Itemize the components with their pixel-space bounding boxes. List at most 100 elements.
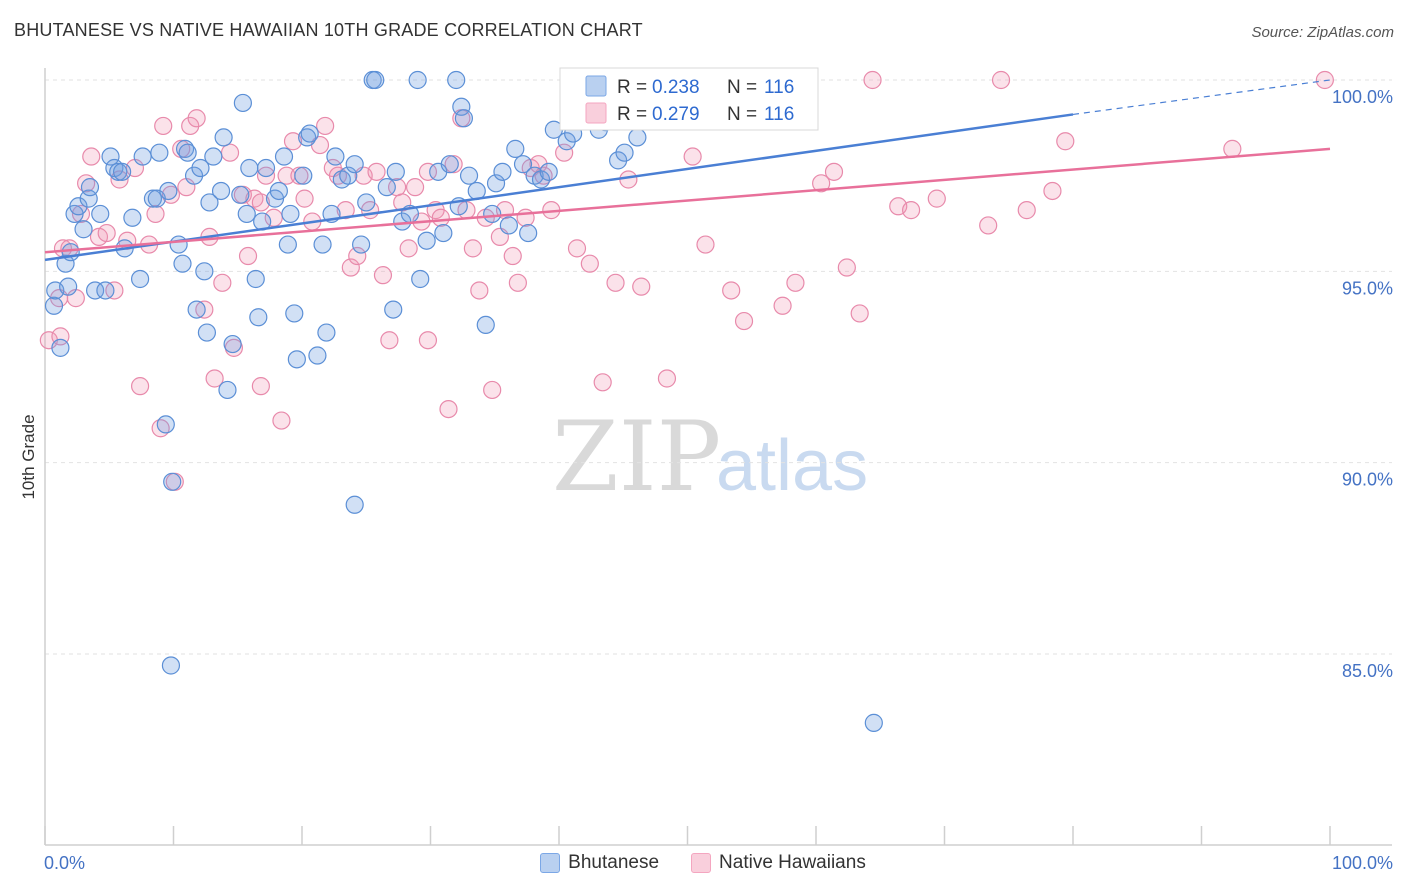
- data-point-bhutanese: [285, 304, 304, 323]
- data-point-native-hawaiians: [367, 162, 386, 181]
- legend-n-label: N =: [727, 104, 757, 125]
- data-point-bhutanese: [80, 178, 100, 197]
- data-point-bhutanese: [357, 193, 376, 212]
- data-point-bhutanese: [163, 472, 182, 491]
- data-point-bhutanese: [417, 231, 436, 250]
- y-tick-labels: 100.0% 95.0% 90.0% 85.0%: [1332, 87, 1393, 681]
- data-point-native-hawaiians: [722, 281, 741, 300]
- axes: [44, 68, 1392, 846]
- data-point-native-hawaiians: [380, 331, 399, 350]
- source-label: Source: ZipAtlas.com: [1251, 24, 1394, 41]
- data-point-bhutanese: [96, 281, 115, 300]
- data-point-native-hawaiians: [901, 201, 921, 220]
- data-point-bhutanese: [531, 170, 551, 189]
- data-point-native-hawaiians: [683, 147, 702, 166]
- data-point-bhutanese: [408, 70, 427, 90]
- data-point-native-hawaiians: [593, 373, 612, 392]
- series-legend: Bhutanese Native Hawaiians: [0, 852, 1406, 874]
- data-point-native-hawaiians: [463, 239, 483, 258]
- data-point-bhutanese: [237, 204, 256, 224]
- data-point-native-hawaiians: [220, 143, 240, 162]
- data-point-bhutanese: [317, 323, 336, 342]
- data-point-native-hawaiians: [256, 166, 276, 185]
- legend-label-bhutanese: Bhutanese: [568, 852, 660, 873]
- x-tick-label-left: 0.0%: [44, 853, 85, 873]
- data-point-bhutanese: [326, 147, 345, 166]
- data-point-bhutanese: [287, 350, 306, 369]
- data-point-native-hawaiians: [991, 70, 1011, 90]
- data-point-bhutanese: [506, 139, 525, 158]
- data-point-native-hawaiians: [516, 208, 535, 227]
- data-point-native-hawaiians: [205, 369, 224, 388]
- data-point-bhutanese: [233, 93, 252, 113]
- data-point-native-hawaiians: [405, 178, 425, 197]
- data-point-bhutanese: [246, 269, 265, 289]
- chart-title: BHUTANESE VS NATIVE HAWAIIAN 10TH GRADE …: [14, 20, 643, 40]
- legend-swatch-native-hawaiians: [585, 102, 607, 124]
- data-point-native-hawaiians: [529, 155, 548, 174]
- data-point-bhutanese: [240, 158, 259, 178]
- data-point-bhutanese: [269, 181, 288, 201]
- data-point-bhutanese: [294, 166, 313, 185]
- data-point-native-hawaiians: [503, 246, 522, 266]
- data-point-bhutanese: [223, 334, 242, 354]
- data-point-native-hawaiians: [82, 147, 101, 166]
- y-axis-label: 10th Grade: [19, 414, 38, 499]
- legend-item-bhutanese[interactable]: Bhutanese: [540, 852, 659, 874]
- data-point-native-hawaiians: [837, 258, 856, 277]
- data-point-bhutanese: [313, 235, 332, 254]
- data-point-bhutanese: [150, 143, 169, 162]
- data-point-native-hawaiians: [483, 380, 502, 400]
- legend-r-value: 0.238: [652, 77, 700, 98]
- legend-label-native-hawaiians: Native Hawaiians: [719, 852, 866, 873]
- data-point-native-hawaiians: [154, 116, 173, 136]
- legend-r-value: 0.279: [652, 104, 700, 125]
- data-point-bhutanese: [91, 204, 110, 224]
- data-point-native-hawaiians: [341, 258, 360, 277]
- data-point-native-hawaiians: [555, 143, 574, 162]
- data-point-native-hawaiians: [773, 296, 792, 315]
- watermark: ZIP atlas: [552, 401, 868, 513]
- data-point-bhutanese: [476, 315, 495, 335]
- data-point-native-hawaiians: [619, 170, 638, 189]
- data-point-native-hawaiians: [1056, 132, 1075, 151]
- data-point-native-hawaiians: [431, 208, 450, 227]
- legend-r-label: R =: [617, 77, 647, 98]
- data-point-native-hawaiians: [1223, 139, 1242, 158]
- y-tick-label: 90.0%: [1342, 470, 1393, 490]
- data-point-native-hawaiians: [316, 116, 335, 136]
- data-point-bhutanese: [459, 166, 479, 185]
- legend-item-native-hawaiians[interactable]: Native Hawaiians: [691, 852, 866, 874]
- data-point-bhutanese: [278, 235, 297, 254]
- data-point-native-hawaiians: [632, 277, 651, 296]
- data-point-native-hawaiians: [373, 266, 393, 285]
- data-point-native-hawaiians: [97, 223, 116, 243]
- data-point-bhutanese: [519, 223, 538, 243]
- x-tick-marks: [44, 826, 1331, 845]
- data-point-native-hawaiians: [824, 162, 844, 181]
- data-point-bhutanese: [187, 300, 206, 319]
- y-tick-label: 100.0%: [1332, 87, 1393, 107]
- trendline-native-hawaiians: [44, 147, 1331, 254]
- legend-swatch-native-hawaiians: [691, 853, 712, 873]
- data-point-native-hawaiians: [187, 109, 206, 128]
- data-point-bhutanese: [51, 338, 70, 357]
- data-point-bhutanese: [411, 269, 430, 289]
- data-point-bhutanese: [499, 216, 518, 235]
- legend-n-value: 116: [764, 77, 794, 98]
- data-point-native-hawaiians: [979, 216, 998, 235]
- data-point-native-hawaiians: [927, 189, 946, 208]
- data-point-bhutanese: [101, 147, 120, 166]
- data-point-bhutanese: [249, 308, 268, 327]
- series-bhutanese: [44, 70, 883, 732]
- data-point-bhutanese: [452, 97, 471, 116]
- data-point-bhutanese: [123, 208, 142, 227]
- data-point-native-hawaiians: [850, 304, 869, 323]
- data-point-bhutanese: [256, 158, 276, 178]
- correlation-legend: R = 0.238 N = 116 R = 0.279 N = 116: [559, 67, 819, 131]
- data-point-bhutanese: [366, 70, 385, 90]
- data-point-bhutanese: [59, 277, 78, 296]
- data-point-native-hawaiians: [146, 204, 165, 224]
- data-point-native-hawaiians: [251, 193, 270, 212]
- data-point-bhutanese: [339, 166, 358, 185]
